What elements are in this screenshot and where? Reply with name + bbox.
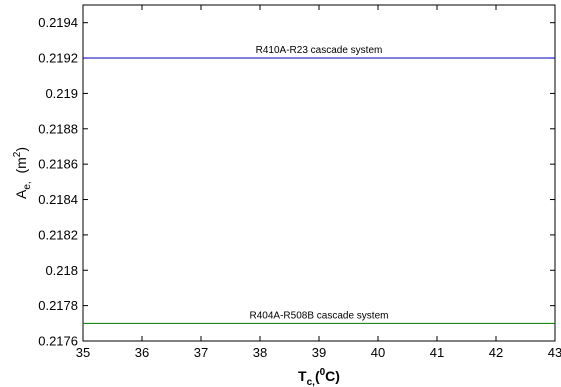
x-tick-label: 43 [548,345,561,360]
x-axis-title-sup: 0 [320,367,326,378]
y-axis-title-sub: e, [22,181,33,189]
y-tick-label: 0.2178 [38,298,78,313]
y-tick-label: 0.2188 [38,121,78,136]
series [83,57,555,324]
y-axis-title-main: A [13,189,29,199]
plot-area [82,4,556,342]
series-labels: R410A-R23 cascade system R404A-R508B casc… [250,45,389,321]
y-axis-title-unit-close: ) [13,147,29,152]
y-axis-title: Ae, (m2) [12,147,33,199]
x-tick-label: 38 [253,345,267,360]
y-axis-title-unit-open: (m [13,157,29,181]
x-tick-label: 35 [76,345,90,360]
x-tick-label: 36 [135,345,149,360]
series-label: R410A-R23 cascade system [256,45,383,56]
y-tick-label: 0.2186 [38,157,78,172]
y-tick-label: 0.218 [45,263,78,278]
x-axis-title-sub: c, [307,377,316,387]
y-axis-title-sup: 2 [12,151,23,157]
x-axis-title-unit: C) [325,368,340,384]
x-axis-title-main: T [298,368,307,384]
y-tick-label: 0.2176 [38,334,78,349]
y-tick-label: 0.2192 [38,51,78,66]
x-tick-label: 41 [430,345,444,360]
x-axis-title-paren: ( [315,368,320,384]
y-tick-label: 0.219 [45,86,78,101]
y-tick-label: 0.2194 [38,15,78,30]
x-tick-label: 40 [371,345,385,360]
series-label: R404A-R508B cascade system [250,310,389,321]
x-axis-title: Tc,(0C) [298,367,340,387]
x-tick-label: 42 [489,345,503,360]
ticks: 35 36 37 38 39 40 41 42 43 0.2176 0.2178 0.218 0.218… [38,5,561,360]
x-tick-label: 39 [312,345,326,360]
y-tick-label: 0.2182 [38,227,78,242]
x-tick-label: 37 [194,345,208,360]
y-tick-label: 0.2184 [38,192,78,207]
